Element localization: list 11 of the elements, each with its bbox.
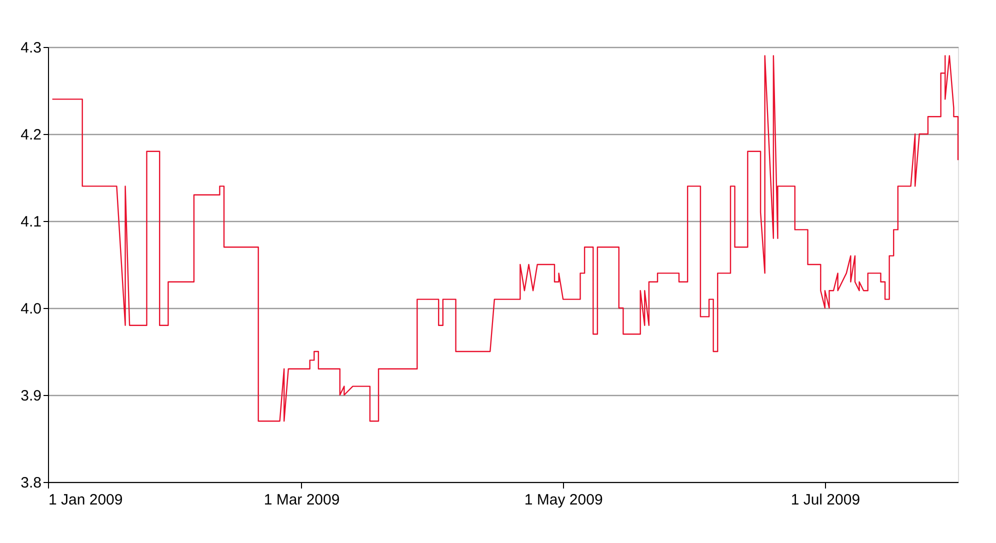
- x-tick-label: 1 Mar 2009: [264, 492, 340, 508]
- x-tick-label: 1 May 2009: [524, 492, 603, 508]
- y-tick-label: 4.0: [20, 300, 42, 318]
- x-tick-label: 1 Jan 2009: [48, 492, 123, 508]
- y-tick-label: 4.3: [20, 40, 42, 56]
- y-tick-label: 4.2: [20, 126, 42, 144]
- y-tick-label: 3.9: [20, 388, 42, 404]
- y-tick-label: 3.8: [20, 474, 42, 492]
- line-series: [52, 55, 959, 422]
- x-tick-label: 1 Jul 2009: [790, 492, 860, 508]
- y-tick-label: 4.1: [20, 214, 42, 230]
